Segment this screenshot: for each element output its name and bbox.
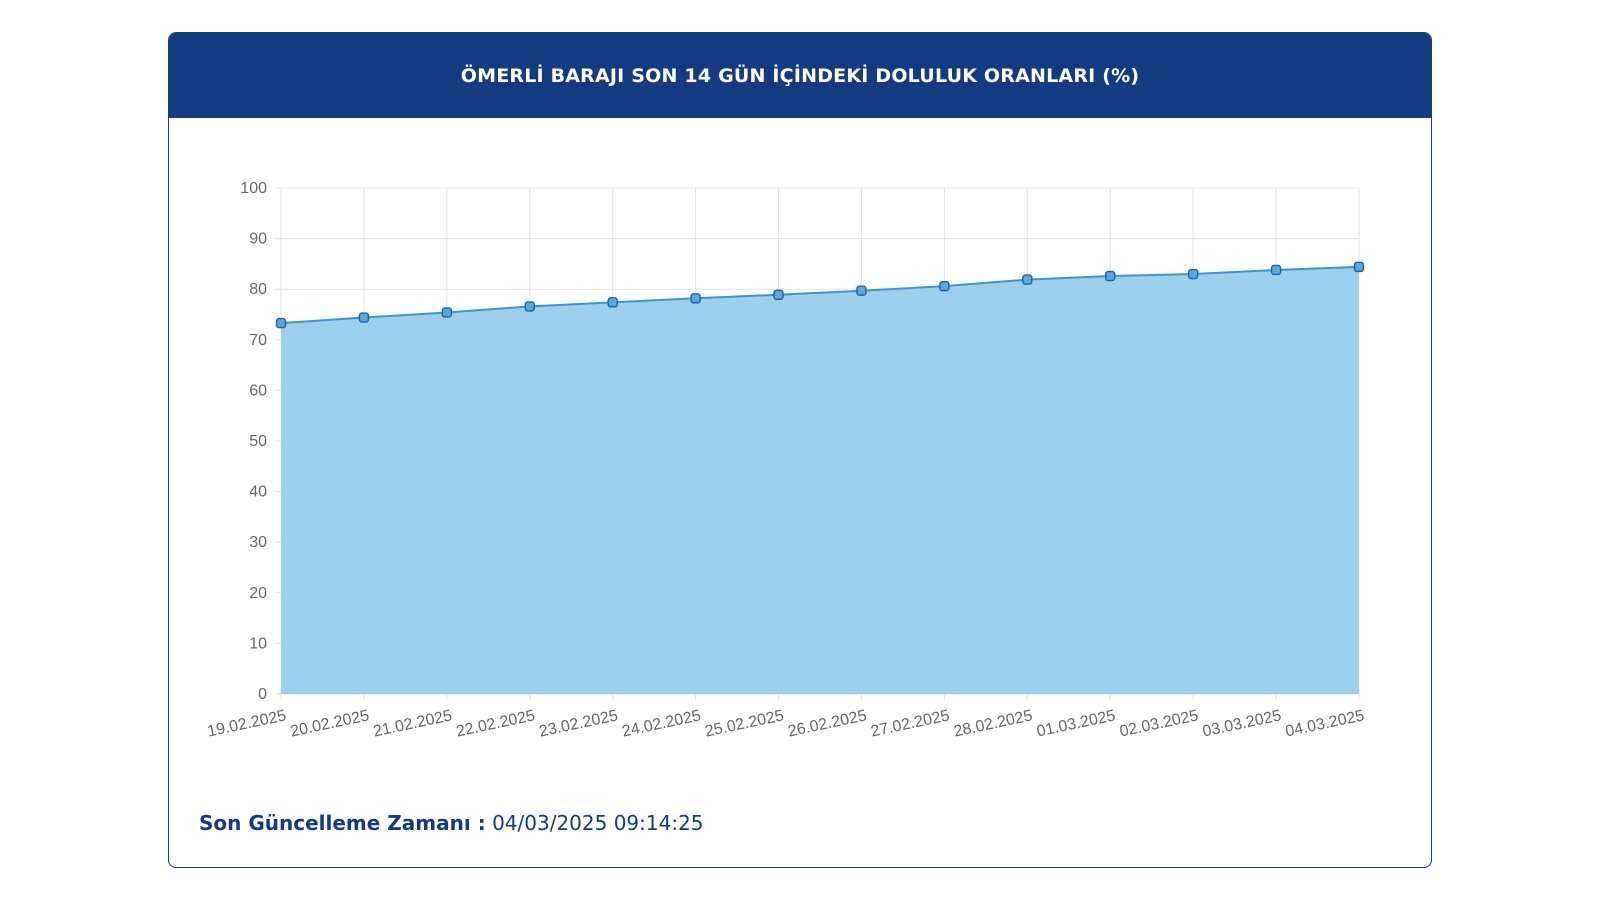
data-point: [1105, 270, 1116, 282]
x-tick-label: 03.03.2025: [1201, 707, 1283, 740]
data-point: [607, 297, 618, 308]
last-update-label: Son Güncelleme Zamanı :: [199, 811, 486, 835]
chart-card: ÖMERLİ BARAJI SON 14 GÜN İÇİNDEKİ DOLULU…: [168, 32, 1432, 868]
y-tick-label: 0: [258, 686, 267, 703]
last-update-value: 04/03/2025 09:14:25: [492, 811, 704, 835]
y-tick-label: 90: [249, 231, 267, 248]
data-point: [524, 301, 535, 312]
chart-area: 0 10 20 30 40 50 60 70 80 90 100 19.02.2025 20.02.2…: [169, 118, 1431, 778]
x-tick-label: 28.02.2025: [952, 707, 1034, 740]
y-tick-label: 70: [249, 332, 267, 349]
y-axis-ticks: 0 10 20 30 40 50 60 70 80 90 100: [240, 180, 267, 703]
data-point: [275, 317, 287, 329]
chart-header: ÖMERLİ BARAJI SON 14 GÜN İÇİNDEKİ DOLULU…: [169, 33, 1431, 118]
data-point: [690, 293, 701, 304]
y-tick-label: 30: [249, 534, 267, 551]
x-tick-label: 22.02.2025: [455, 707, 537, 740]
x-tick-label: 25.02.2025: [704, 707, 786, 740]
series-area-fill: [281, 266, 1359, 694]
data-point: [1022, 274, 1033, 285]
data-points: [275, 261, 1365, 329]
data-point: [1270, 264, 1282, 276]
x-axis-ticks: 19.02.2025 20.02.2025 21.02.2025 22.02.2025…: [206, 707, 1366, 740]
last-update: Son Güncelleme Zamanı : 04/03/2025 09:14…: [199, 811, 704, 835]
series-line: [280, 265, 1360, 325]
y-tick-label: 50: [249, 433, 267, 450]
data-point: [441, 307, 453, 318]
x-tick-label: 24.02.2025: [621, 707, 703, 740]
x-tick-label: 01.03.2025: [1035, 707, 1117, 740]
x-tick-label: 20.02.2025: [289, 707, 371, 740]
x-tick-label: 04.03.2025: [1284, 707, 1366, 740]
area-series: [280, 265, 1360, 694]
x-tick-label: 27.02.2025: [869, 707, 951, 740]
data-point: [1353, 261, 1365, 273]
x-tick-label: 21.02.2025: [372, 707, 454, 740]
data-point: [939, 280, 950, 292]
data-point: [358, 312, 370, 323]
y-tick-label: 80: [249, 281, 267, 298]
data-point: [856, 285, 867, 296]
data-point: [773, 289, 784, 300]
fill-rate-chart: 0 10 20 30 40 50 60 70 80 90 100 19.02.2025 20.02.2…: [206, 180, 1366, 741]
y-tick-label: 100: [240, 180, 267, 197]
x-tick-label: 02.03.2025: [1118, 707, 1200, 740]
data-point: [1187, 268, 1199, 280]
y-tick-label: 10: [249, 635, 267, 652]
chart-title: ÖMERLİ BARAJI SON 14 GÜN İÇİNDEKİ DOLULU…: [460, 64, 1140, 87]
x-tick-label: 19.02.2025: [206, 707, 288, 740]
x-tick-label: 23.02.2025: [538, 707, 620, 740]
x-tick-label: 26.02.2025: [786, 707, 868, 740]
y-tick-label: 20: [249, 585, 267, 602]
y-tick-label: 40: [249, 484, 267, 501]
y-tick-label: 60: [249, 382, 267, 399]
